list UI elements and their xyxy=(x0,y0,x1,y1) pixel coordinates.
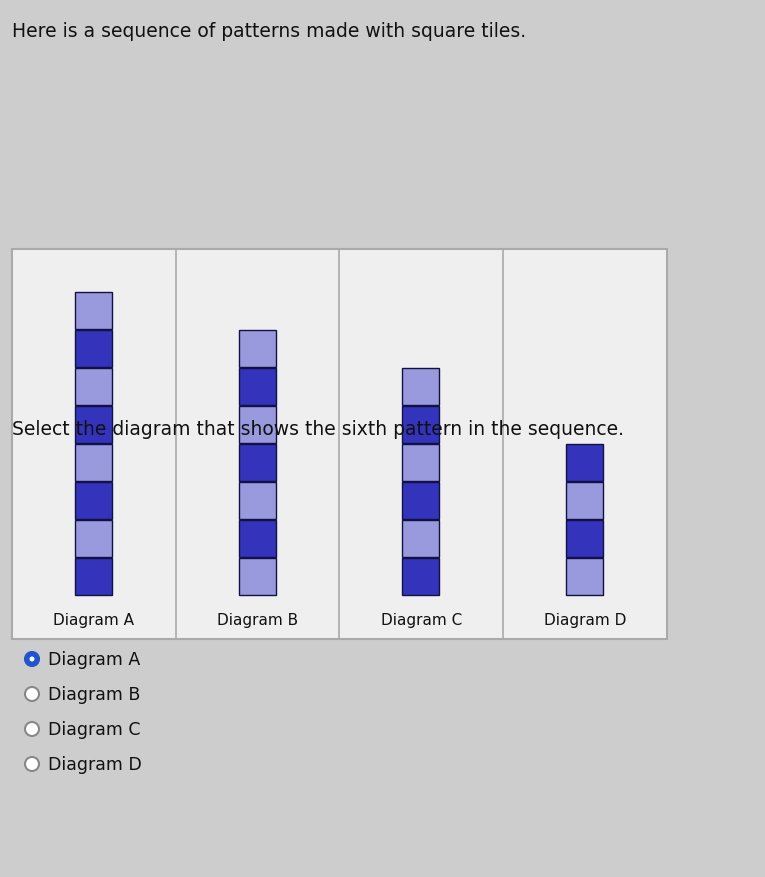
Bar xyxy=(239,407,275,444)
Bar xyxy=(175,481,200,506)
Bar xyxy=(402,559,439,595)
Bar xyxy=(115,533,140,559)
Circle shape xyxy=(25,688,39,702)
Bar xyxy=(566,445,603,481)
Text: Diagram B: Diagram B xyxy=(217,613,298,628)
Circle shape xyxy=(30,657,34,662)
Bar xyxy=(566,559,603,595)
Bar xyxy=(239,368,275,405)
Text: Diagram C: Diagram C xyxy=(381,613,462,628)
Bar xyxy=(75,331,112,367)
Bar xyxy=(402,445,439,481)
Bar xyxy=(75,559,112,595)
Bar xyxy=(239,520,275,558)
Bar xyxy=(115,508,140,532)
Text: Diagram A: Diagram A xyxy=(54,613,135,628)
Text: Select the diagram that shows the sixth pattern in the sequence.: Select the diagram that shows the sixth … xyxy=(12,419,624,438)
Bar xyxy=(75,293,112,330)
Bar xyxy=(239,445,275,481)
Circle shape xyxy=(25,757,39,771)
Bar xyxy=(566,520,603,558)
Bar xyxy=(75,368,112,405)
Bar xyxy=(402,482,439,519)
Bar xyxy=(402,407,439,444)
Bar xyxy=(402,520,439,558)
Bar xyxy=(55,533,80,559)
Text: Diagram A: Diagram A xyxy=(48,650,140,668)
Bar xyxy=(239,482,275,519)
Bar xyxy=(566,482,603,519)
Text: Diagram D: Diagram D xyxy=(48,755,142,774)
Text: Diagram B: Diagram B xyxy=(48,685,140,703)
Circle shape xyxy=(25,722,39,736)
Text: Diagram C: Diagram C xyxy=(48,720,141,738)
Bar xyxy=(175,533,200,559)
Bar xyxy=(12,250,667,639)
Bar xyxy=(75,482,112,519)
Bar xyxy=(402,368,439,405)
Bar xyxy=(239,331,275,367)
Bar xyxy=(75,407,112,444)
Bar xyxy=(75,520,112,558)
Bar xyxy=(175,508,200,532)
Circle shape xyxy=(25,652,39,667)
Bar xyxy=(75,445,112,481)
Text: Diagram D: Diagram D xyxy=(544,613,627,628)
Text: Here is a sequence of patterns made with square tiles.: Here is a sequence of patterns made with… xyxy=(12,22,526,41)
Bar xyxy=(239,559,275,595)
